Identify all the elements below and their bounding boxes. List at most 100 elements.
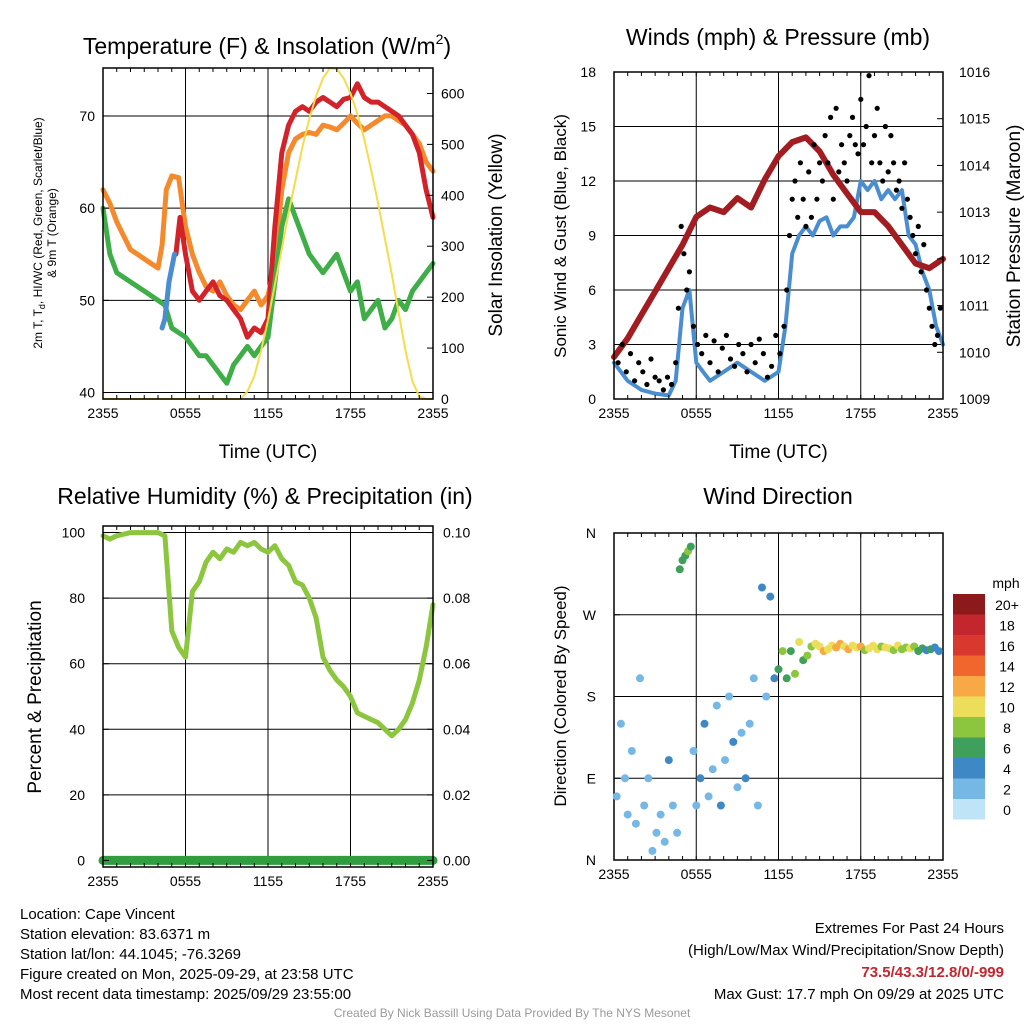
rh-series-relative-humidity bbox=[100, 530, 436, 739]
colorbar-swatch-8 bbox=[953, 758, 985, 779]
dir-xtick-label-0: 2355 bbox=[598, 866, 629, 882]
gust-point bbox=[855, 151, 861, 157]
gust-point bbox=[871, 133, 878, 139]
gust-point bbox=[644, 381, 650, 388]
gust-point bbox=[880, 178, 886, 184]
dir-xtick-label-3: 1755 bbox=[845, 866, 876, 882]
gust-point bbox=[915, 223, 921, 229]
gust-point bbox=[648, 356, 654, 362]
gust-point bbox=[789, 196, 795, 202]
dir-ylabel: Direction (Colored By Speed) bbox=[551, 585, 570, 806]
direction-point bbox=[668, 801, 677, 810]
gust-point bbox=[891, 160, 897, 166]
wind-ylabel: Sonic Wind & Gust (Blue, Black) bbox=[551, 114, 570, 358]
dir-ytick-label-2: S bbox=[587, 689, 596, 705]
gust-point bbox=[681, 251, 687, 257]
wind-ytick-label-4: 12 bbox=[580, 173, 596, 189]
gust-point bbox=[893, 187, 900, 193]
gust-point bbox=[786, 232, 793, 239]
colorbar-label-6: 8 bbox=[1003, 720, 1011, 736]
direction-point bbox=[621, 774, 629, 783]
temp-y2tick-label-1: 100 bbox=[441, 340, 465, 356]
wind-ytick-label-1: 3 bbox=[588, 337, 596, 353]
dir-xtick-label-1: 0555 bbox=[681, 866, 712, 882]
wind-xtick-label-2: 1155 bbox=[763, 405, 793, 421]
colorbar-label-7: 6 bbox=[1003, 741, 1011, 757]
temp-series-9m-t bbox=[100, 113, 436, 313]
temp-xtick-label-4: 2355 bbox=[417, 405, 448, 421]
colorbar-label-5: 10 bbox=[999, 700, 1015, 716]
temp-ylabel-line2: & 9m T (Orange) bbox=[45, 188, 59, 278]
gust-point bbox=[923, 287, 930, 293]
colorbar-swatch-5 bbox=[953, 696, 985, 717]
colorbar-label-3: 14 bbox=[999, 659, 1015, 675]
extremes-title: Extremes For Past 24 Hours bbox=[814, 920, 1004, 937]
dir-xtick-label-4: 2355 bbox=[927, 866, 958, 882]
colorbar-swatch-0 bbox=[953, 594, 985, 615]
temp-y2label: Solar Insolation (Yellow) bbox=[486, 133, 507, 336]
rh-y2tick-label-1: 0.02 bbox=[443, 787, 470, 803]
rh-title: Relative Humidity (%) & Precipitation (i… bbox=[57, 483, 472, 509]
direction-point bbox=[716, 801, 725, 810]
gust-point bbox=[727, 356, 734, 362]
temp-xtick-label-0: 2355 bbox=[87, 405, 118, 421]
colorbar-label-8: 4 bbox=[1003, 761, 1011, 777]
gust-point bbox=[806, 169, 812, 175]
gust-point bbox=[690, 323, 697, 329]
dir-ytick-label-3: W bbox=[583, 607, 597, 623]
recent-data-text: Most recent data timestamp: 2025/09/29 2… bbox=[20, 986, 352, 1003]
gust-point bbox=[839, 142, 845, 148]
gust-point bbox=[640, 369, 646, 375]
gust-point bbox=[921, 242, 927, 248]
direction-point bbox=[749, 674, 758, 683]
temp-xtick-label-3: 1755 bbox=[335, 405, 366, 421]
gust-point bbox=[836, 169, 842, 175]
rh-ylabel: Percent & Precipitation bbox=[25, 600, 46, 793]
wind-series-sonic-wind bbox=[612, 179, 945, 398]
direction-point bbox=[623, 810, 632, 819]
gust-point bbox=[777, 351, 783, 357]
temp-y2tick-label-2: 200 bbox=[441, 289, 465, 305]
wind-xtick-label-3: 1755 bbox=[845, 405, 876, 421]
direction-point bbox=[753, 801, 762, 810]
gust-point bbox=[819, 178, 826, 184]
gust-point bbox=[686, 269, 693, 275]
wind-y2tick-label-6: 1015 bbox=[959, 111, 990, 127]
direction-point bbox=[673, 828, 682, 837]
gust-point bbox=[841, 160, 847, 166]
wind-series-station-pressure bbox=[611, 134, 946, 360]
temp-y2tick-label-4: 400 bbox=[441, 187, 465, 203]
rh-ytick-label-1: 20 bbox=[69, 787, 85, 803]
gust-point bbox=[858, 96, 864, 102]
gust-point bbox=[784, 287, 790, 293]
wind-y2tick-label-1: 1010 bbox=[959, 344, 990, 360]
direction-point bbox=[733, 783, 742, 792]
gust-point bbox=[773, 332, 779, 338]
gust-point bbox=[732, 363, 738, 369]
direction-point bbox=[737, 728, 746, 737]
gust-point bbox=[736, 341, 742, 348]
wind-y2tick-label-5: 1014 bbox=[959, 157, 990, 173]
direction-point bbox=[627, 747, 636, 755]
direction-point bbox=[786, 647, 795, 656]
gust-point bbox=[882, 123, 889, 130]
wind-y2tick-label-7: 1016 bbox=[959, 64, 990, 80]
gust-point bbox=[849, 114, 856, 120]
gust-point bbox=[866, 73, 872, 79]
direction-point bbox=[636, 674, 644, 683]
direction-point bbox=[762, 692, 771, 701]
direction-point bbox=[640, 801, 649, 810]
gust-point bbox=[797, 160, 804, 166]
gust-point bbox=[678, 223, 684, 229]
direction-point bbox=[660, 837, 669, 846]
temp-ytick-label-2: 60 bbox=[79, 200, 95, 216]
gust-point bbox=[669, 381, 675, 388]
rh-y2tick-label-3: 0.06 bbox=[443, 656, 470, 672]
gust-point bbox=[707, 360, 713, 366]
direction-point bbox=[675, 565, 684, 574]
gust-point bbox=[808, 214, 815, 220]
gust-point bbox=[847, 133, 853, 139]
direction-point bbox=[725, 692, 734, 701]
gust-point bbox=[822, 133, 828, 139]
direction-point bbox=[770, 674, 779, 683]
